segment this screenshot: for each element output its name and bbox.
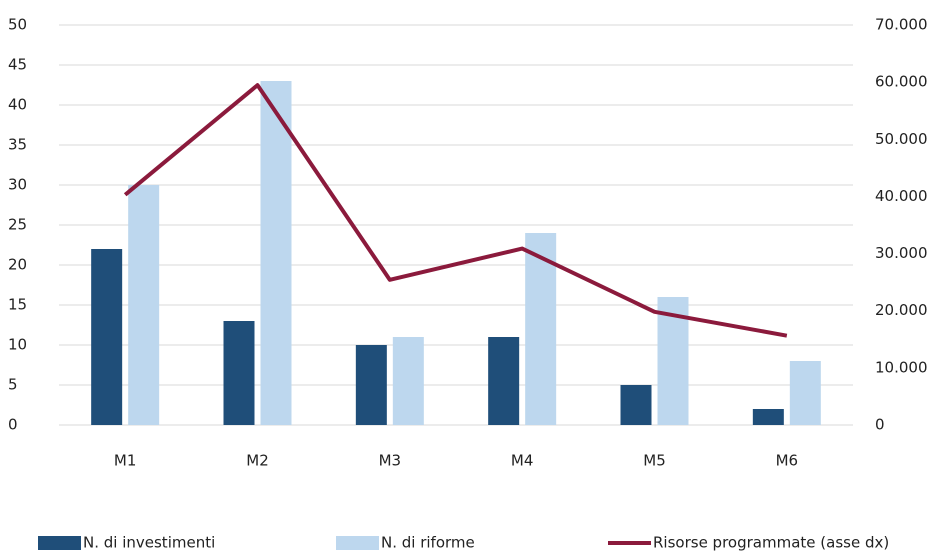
y-tick-label: 5 (8, 376, 18, 394)
legend-label: N. di riforme (381, 534, 475, 552)
y2-tick-label: 30.000 (875, 244, 928, 262)
x-tick-label: M4 (511, 452, 534, 470)
bar (392, 337, 424, 425)
y2-tick-label: 20.000 (875, 301, 928, 319)
bar (525, 233, 557, 425)
y2-tick-label: 40.000 (875, 187, 928, 205)
bar (789, 361, 821, 425)
y2-tick-label: 50.000 (875, 130, 928, 148)
x-tick-label: M6 (776, 452, 799, 470)
y2-tick-label: 0 (875, 416, 885, 434)
legend-label: N. di investimenti (83, 534, 215, 552)
x-tick-label: M5 (643, 452, 666, 470)
y2-tick-label: 70.000 (875, 16, 928, 34)
bar (488, 337, 520, 425)
y2-tick-label: 10.000 (875, 358, 928, 376)
y-tick-label: 25 (8, 216, 27, 234)
y-tick-label: 15 (8, 296, 27, 314)
y-tick-label: 35 (8, 136, 27, 154)
bar (260, 81, 292, 425)
bar (355, 345, 387, 425)
y-tick-label: 45 (8, 56, 27, 74)
bar (620, 385, 652, 425)
y-tick-label: 40 (8, 96, 27, 114)
bar (223, 321, 255, 425)
x-tick-label: M3 (379, 452, 402, 470)
x-tick-label: M1 (114, 452, 137, 470)
y2-tick-label: 60.000 (875, 73, 928, 91)
legend-swatch (38, 536, 81, 550)
y-tick-label: 10 (8, 336, 27, 354)
x-tick-label: M2 (246, 452, 269, 470)
bar (752, 409, 784, 425)
y-tick-label: 50 (8, 16, 27, 34)
line (123, 83, 788, 338)
bar (128, 185, 160, 425)
legend-label: Risorse programmate (asse dx) (653, 534, 889, 552)
legend-swatch (336, 536, 379, 550)
y-tick-label: 20 (8, 256, 27, 274)
bar (91, 249, 123, 425)
y-tick-label: 0 (8, 416, 18, 434)
y-tick-label: 30 (8, 176, 27, 194)
